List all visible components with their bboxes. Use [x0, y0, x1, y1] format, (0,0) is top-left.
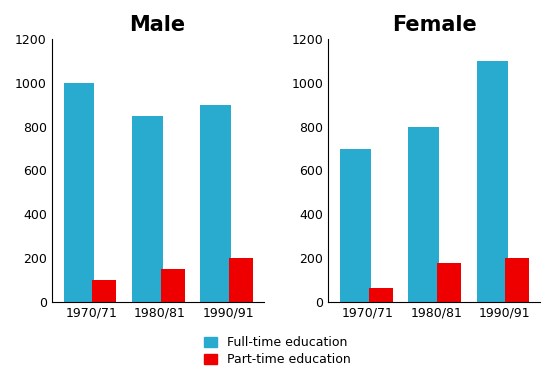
- Bar: [506, 258, 529, 302]
- Legend: Full-time education, Part-time education: Full-time education, Part-time education: [200, 333, 355, 370]
- Bar: [64, 83, 94, 302]
- Title: Male: Male: [130, 15, 186, 35]
- Bar: [408, 127, 439, 302]
- Bar: [92, 280, 117, 302]
- Bar: [369, 288, 393, 302]
- Bar: [200, 105, 231, 302]
- Bar: [437, 263, 461, 302]
- Bar: [229, 258, 253, 302]
- Title: Female: Female: [392, 15, 476, 35]
- Bar: [477, 61, 507, 302]
- Bar: [132, 116, 163, 302]
- Bar: [340, 149, 371, 302]
- Bar: [161, 269, 185, 302]
